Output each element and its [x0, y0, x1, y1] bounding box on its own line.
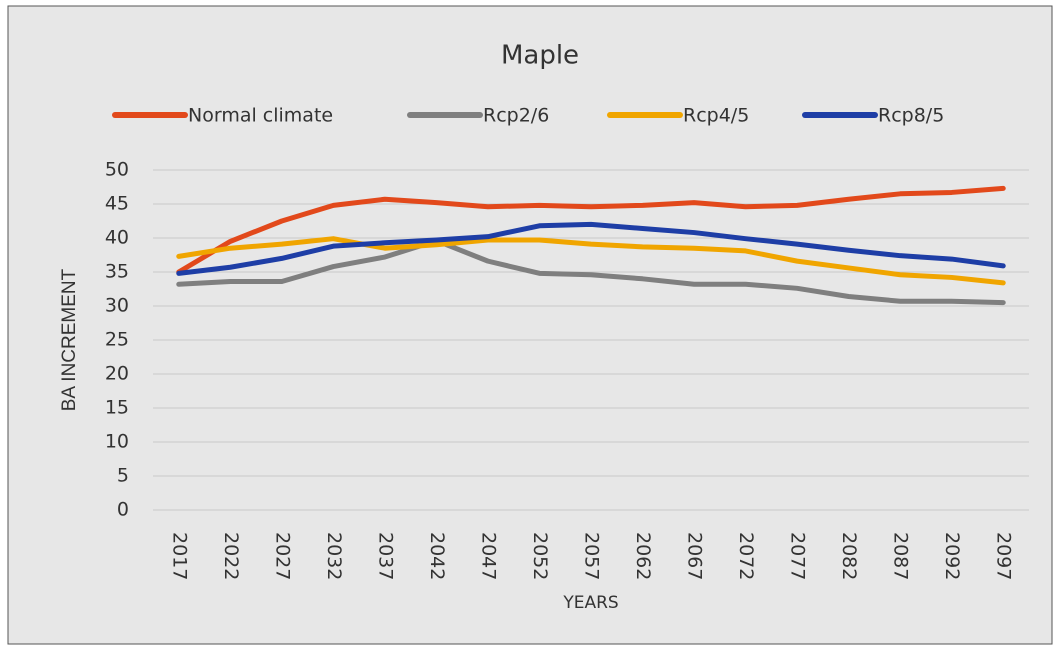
legend-label: Rcp8/5 — [878, 105, 944, 127]
x-tick-label: 2032 — [323, 532, 345, 580]
line — [176, 221, 1006, 276]
legend-label: Rcp2/6 — [483, 105, 549, 127]
x-tick-label: 2062 — [632, 532, 654, 580]
x-tick-label: 2087 — [890, 532, 912, 580]
x-tick-label: 2037 — [374, 532, 396, 580]
y-tick-label: 0 — [117, 499, 129, 521]
legend-label: Rcp4/5 — [683, 105, 749, 127]
y-tick-label: 45 — [105, 193, 129, 215]
x-tick-label: 2027 — [271, 532, 293, 580]
y-tick-label: 5 — [117, 465, 129, 487]
x-tick-label: 2077 — [787, 532, 809, 580]
y-tick-label: 20 — [105, 363, 129, 385]
line — [176, 238, 1006, 306]
x-tick-label: 2092 — [941, 532, 963, 580]
x-tick-label: 2072 — [735, 532, 757, 580]
x-tick-label: 2097 — [993, 532, 1015, 580]
x-tick-label: 2082 — [838, 532, 860, 580]
x-tick-label: 2042 — [426, 532, 448, 580]
x-tick-label: 2057 — [581, 532, 603, 580]
x-tick-label: 2022 — [220, 532, 242, 580]
x-tick-label: 2047 — [477, 532, 499, 580]
y-axis-label: BA INCREMENT — [59, 268, 80, 411]
y-tick-label: 35 — [105, 261, 129, 283]
x-tick-label: 2067 — [684, 532, 706, 580]
line — [176, 236, 1006, 286]
y-tick-label: 10 — [105, 431, 129, 453]
y-tick-label: 50 — [105, 159, 129, 181]
legend-label: Normal climate — [188, 105, 333, 127]
chart-title: Maple — [501, 41, 579, 71]
y-tick-label: 40 — [105, 227, 129, 249]
y-tick-label: 25 — [105, 329, 129, 351]
line — [176, 185, 1006, 275]
x-tick-label: 2052 — [529, 532, 551, 580]
x-tick-label: 2017 — [168, 532, 190, 580]
y-tick-label: 30 — [105, 295, 129, 317]
y-tick-label: 15 — [105, 397, 129, 419]
x-axis-label: YEARS — [562, 593, 618, 613]
